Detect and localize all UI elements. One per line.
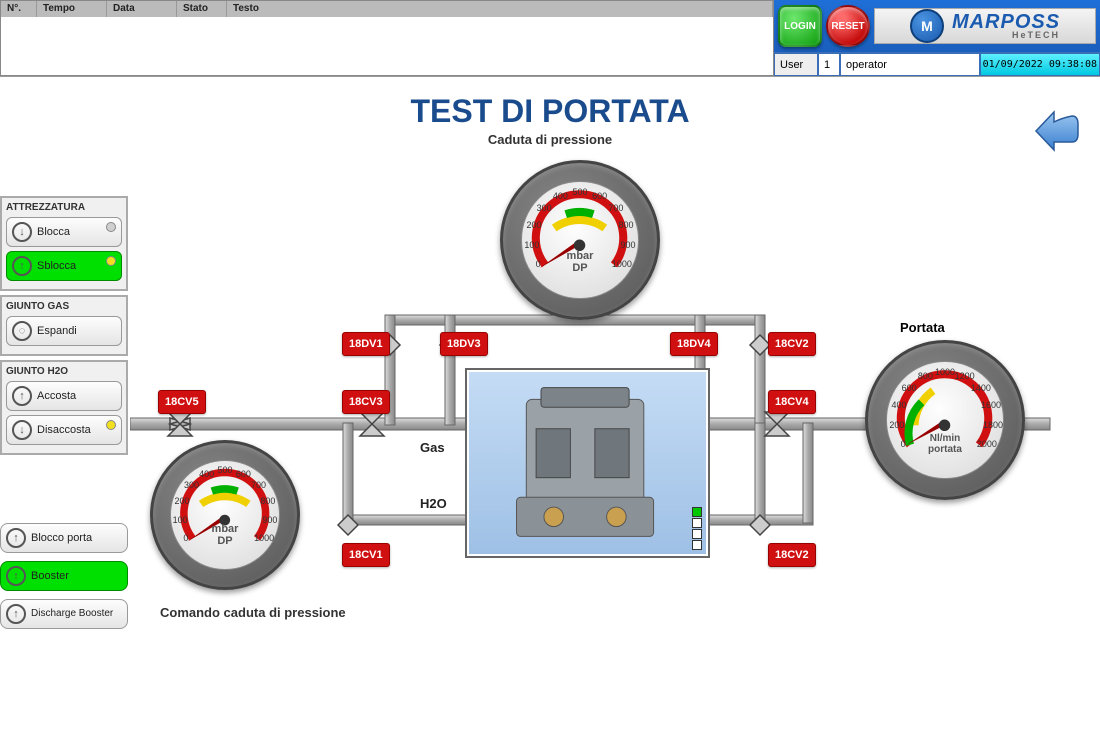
- booster-icon: ↑: [6, 566, 26, 586]
- discharge-icon: ↑: [6, 604, 26, 624]
- btn-label: Discharge Booster: [31, 609, 113, 620]
- btn-label: Blocco porta: [31, 532, 92, 544]
- btn-espandi[interactable]: ◌ Espandi: [6, 316, 122, 346]
- status-dot: [106, 256, 116, 266]
- diagram: 18CV5 18DV1 18DV3 18DV4 18CV2 18CV3 18CV…: [130, 160, 1090, 680]
- dut-check-4: [692, 540, 702, 550]
- valve-18CV4[interactable]: 18CV4: [768, 390, 816, 414]
- valve-18CV5[interactable]: 18CV5: [158, 390, 206, 414]
- group-header: ATTREZZATURA: [6, 202, 122, 217]
- valve-18CV2-bot[interactable]: 18CV2: [768, 543, 816, 567]
- btn-label: Disaccosta: [37, 424, 91, 436]
- back-button[interactable]: [1032, 104, 1082, 154]
- valve-18DV1[interactable]: 18DV1: [342, 332, 390, 356]
- alarm-log: N°. Tempo Data Stato Testo: [0, 0, 774, 76]
- btn-label: Booster: [31, 570, 69, 582]
- alarm-header: N°. Tempo Data Stato Testo: [1, 1, 773, 17]
- brand-name: MARPOSS: [952, 13, 1060, 31]
- dut-checks: [692, 507, 702, 550]
- dut-check-2: [692, 518, 702, 528]
- gauge-dp-top: mbarDP 01002003004005006007008009001000: [500, 160, 660, 320]
- expand-icon: ◌: [12, 321, 32, 341]
- alarm-col-testo: Testo: [227, 1, 773, 17]
- logo: M MARPOSS HeTECH: [874, 8, 1096, 44]
- btn-label: Sblocca: [37, 260, 76, 272]
- btn-label: Accosta: [37, 390, 76, 402]
- btn-label: Espandi: [37, 325, 77, 337]
- valve-18CV3[interactable]: 18CV3: [342, 390, 390, 414]
- gauge-flow-title: Portata: [900, 320, 945, 335]
- dut-check-3: [692, 529, 702, 539]
- header-right: LOGIN RESET M MARPOSS HeTECH User 1 oper…: [774, 0, 1100, 76]
- gauge-flow: Nl/minportata 02004006008001000120014001…: [865, 340, 1025, 500]
- dut-box: [465, 368, 710, 558]
- userbar: User 1 operator 01/09/2022 09:38:08: [774, 52, 1100, 76]
- btn-accosta[interactable]: ↑ Accosta: [6, 381, 122, 411]
- user-name: operator: [840, 53, 980, 76]
- valve-18CV1[interactable]: 18CV1: [342, 543, 390, 567]
- lock-down-icon: ↓: [12, 222, 32, 242]
- btn-label: Blocca: [37, 226, 70, 238]
- logo-badge-icon: M: [910, 9, 944, 43]
- alarm-col-data: Data: [107, 1, 177, 17]
- btn-blocco-porta[interactable]: ↑ Blocco porta: [0, 523, 128, 553]
- alarm-col-tempo: Tempo: [37, 1, 107, 17]
- btn-sblocca[interactable]: ↑ Sblocca: [6, 251, 122, 281]
- datetime: 01/09/2022 09:38:08: [980, 53, 1100, 76]
- command-label: Comando caduta di pressione: [160, 605, 346, 620]
- lock-up-icon: ↑: [12, 256, 32, 276]
- status-dot: [106, 222, 116, 232]
- valve-18DV4[interactable]: 18DV4: [670, 332, 718, 356]
- h2o-label: H2O: [420, 496, 447, 511]
- reset-button[interactable]: RESET: [826, 5, 870, 47]
- login-button[interactable]: LOGIN: [778, 5, 822, 47]
- page-subtitle: Caduta di pressione: [0, 132, 1100, 147]
- dut-check-1: [692, 507, 702, 517]
- group-header: GIUNTO H2O: [6, 366, 122, 381]
- alarm-body[interactable]: [1, 17, 773, 75]
- group-header: GIUNTO GAS: [6, 301, 122, 316]
- group-giunto-h2o: GIUNTO H2O ↑ Accosta ↓ Disaccosta: [0, 360, 128, 455]
- topbar: N°. Tempo Data Stato Testo LOGIN RESET M…: [0, 0, 1100, 77]
- depart-icon: ↓: [12, 420, 32, 440]
- alarm-col-num: N°.: [1, 1, 37, 17]
- user-label: User: [774, 53, 818, 76]
- approach-icon: ↑: [12, 386, 32, 406]
- group-attrezzatura: ATTREZZATURA ↓ Blocca ↑ Sblocca: [0, 196, 128, 291]
- user-id: 1: [818, 53, 840, 76]
- group-giunto-gas: GIUNTO GAS ◌ Espandi: [0, 295, 128, 356]
- valve-18DV3[interactable]: 18DV3: [440, 332, 488, 356]
- alarm-col-stato: Stato: [177, 1, 227, 17]
- left-panel: ATTREZZATURA ↓ Blocca ↑ Sblocca GIUNTO G…: [0, 196, 128, 633]
- gas-label: Gas: [420, 440, 445, 455]
- btn-booster[interactable]: ↑ Booster: [0, 561, 128, 591]
- page-title: TEST DI PORTATA: [0, 93, 1100, 130]
- valve-18CV2-top[interactable]: 18CV2: [768, 332, 816, 356]
- btn-discharge-booster[interactable]: ↑ Discharge Booster: [0, 599, 128, 629]
- btn-blocca[interactable]: ↓ Blocca: [6, 217, 122, 247]
- btn-disaccosta[interactable]: ↓ Disaccosta: [6, 415, 122, 445]
- door-lock-icon: ↑: [6, 528, 26, 548]
- brand-sub: HeTECH: [1012, 31, 1060, 39]
- status-dot: [106, 420, 116, 430]
- gauge-dp-left: mbarDP 01002003004005006007008009001000: [150, 440, 300, 590]
- logo-text: MARPOSS HeTECH: [952, 13, 1060, 39]
